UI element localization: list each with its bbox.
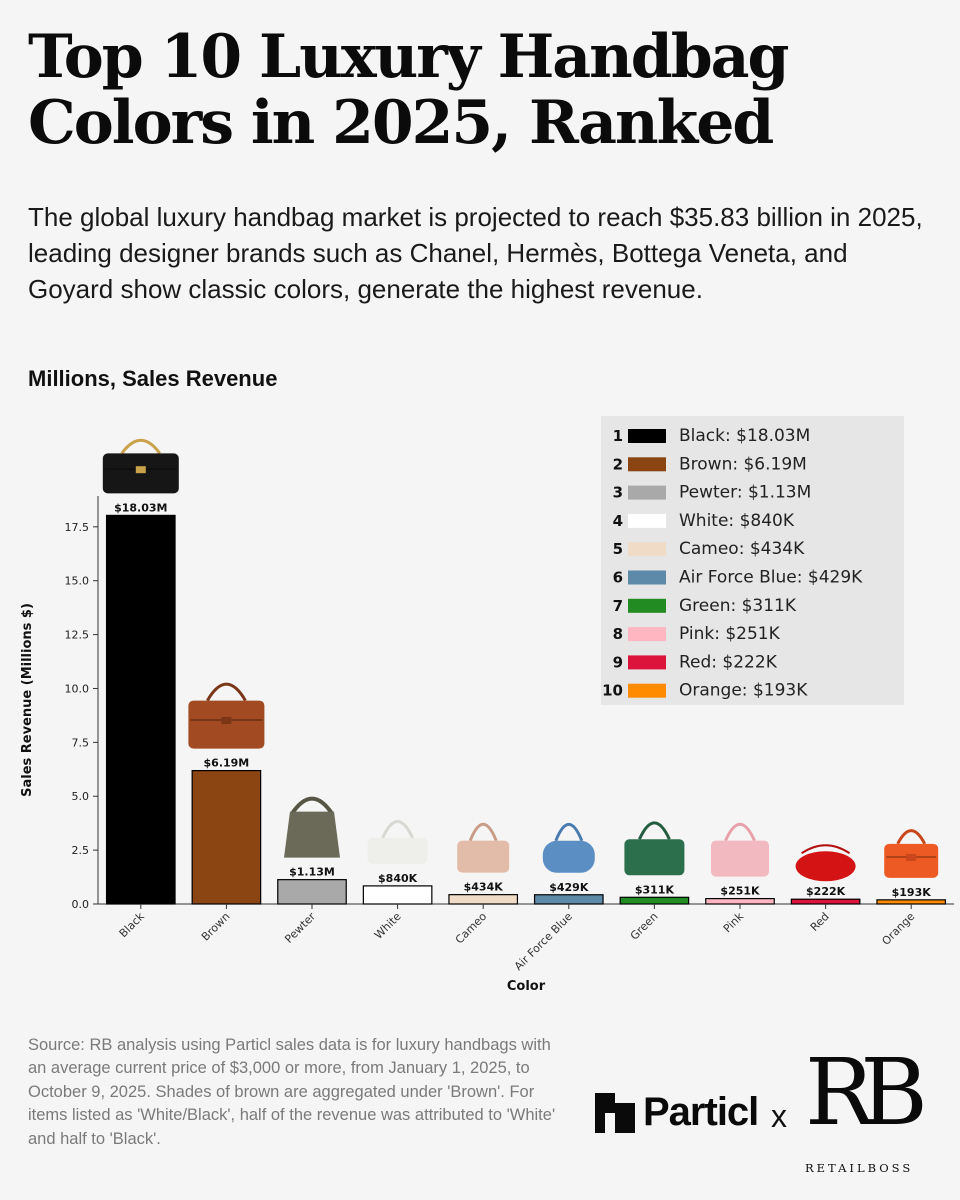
y-tick-label: 7.5	[72, 736, 90, 749]
particl-mark-icon	[595, 1092, 635, 1133]
bar-value-label: $1.13M	[289, 866, 335, 879]
legend-swatch	[628, 598, 666, 613]
legend-label: Air Force Blue: $429K	[679, 568, 863, 588]
pouch-bag-icon	[795, 844, 856, 882]
x-tick-label: Black	[117, 909, 148, 940]
birkin-bag-icon	[188, 682, 265, 749]
legend-rank: 2	[613, 455, 623, 473]
bar-value-label: $193K	[892, 886, 932, 899]
legend-rank: 7	[613, 597, 623, 615]
bar-pink	[705, 897, 775, 905]
legend-rank: 4	[613, 512, 623, 530]
bar-chart: 0.0 2.5 5.0 7.5 10.0 12.5 15.0 17.5 Sales Revenu…	[20, 416, 954, 994]
legend-rank: 9	[613, 653, 623, 671]
bar-black	[105, 514, 176, 905]
legend-label: Brown: $6.19M	[679, 454, 807, 474]
x-tick-label: White	[372, 910, 404, 942]
bar-value-label: $6.19M	[204, 757, 250, 770]
y-tick-label: 5.0	[72, 790, 90, 803]
bar-red	[790, 898, 861, 905]
legend-label: Cameo: $434K	[679, 539, 805, 559]
x-tick-label: Pewter	[282, 910, 318, 946]
x-tick-label: Pink	[721, 909, 747, 935]
legend-rank: 10	[602, 682, 623, 700]
legend-swatch	[628, 570, 666, 585]
legend-label: Green: $311K	[679, 596, 797, 616]
legend-swatch	[628, 627, 666, 642]
bar-brown	[191, 769, 262, 905]
legend-label: Black: $18.03M	[679, 426, 810, 446]
bar-value-label: $311K	[635, 883, 675, 896]
legend-swatch	[628, 429, 666, 443]
quilted-flap-bag-icon	[102, 438, 179, 494]
particl-logo: Particl	[595, 1090, 759, 1135]
y-tick-label: 17.5	[65, 521, 90, 534]
section-label: Millions, Sales Revenue	[28, 366, 278, 391]
baguette-bag-icon	[367, 820, 428, 864]
knot-bag-icon	[542, 822, 595, 873]
rb-monogram: RB	[805, 1039, 928, 1146]
constance-bag-icon	[884, 829, 939, 878]
y-tick-label: 12.5	[65, 629, 90, 642]
x-tick-label: Air Force Blue	[512, 910, 575, 973]
x-tick-label: Cameo	[453, 910, 490, 947]
legend-label: Pink: $251K	[679, 624, 781, 644]
mcm-tote-icon	[711, 822, 769, 877]
bar-value-label: $840K	[378, 872, 418, 885]
y-axis-label: Sales Revenue (Millions $)	[20, 603, 35, 797]
tote-bag-icon	[457, 822, 510, 873]
legend-swatch	[628, 485, 666, 500]
retailboss-logo: RB RETAILBOSS	[805, 1039, 945, 1175]
particl-wordmark: Particl	[643, 1090, 759, 1134]
legend-swatch	[628, 513, 666, 528]
bar-white	[362, 885, 433, 905]
legend-label: Pewter: $1.13M	[679, 483, 811, 503]
bar-cameo	[448, 894, 519, 905]
x-tick-label: Orange	[879, 910, 917, 948]
y-tick-label: 15.0	[65, 575, 90, 588]
x-tick-label: Red	[808, 910, 832, 934]
bar-value-label: $429K	[549, 881, 589, 894]
hobo-bag-icon	[284, 796, 340, 858]
legend-label: Red: $222K	[679, 652, 778, 672]
legend-label: Orange: $193K	[679, 681, 808, 701]
legend-rank: 1	[613, 427, 623, 445]
legend-swatch	[628, 542, 666, 557]
y-tick-label: 2.5	[72, 844, 90, 857]
bar-value-label: $434K	[464, 881, 504, 894]
x-tick-label: Brown	[199, 910, 233, 944]
x-tick-label: Green	[628, 910, 661, 943]
x-axis-label: Color	[507, 979, 546, 994]
rb-wordmark: RETAILBOSS	[805, 1161, 914, 1175]
bar-value-label: $18.03M	[114, 501, 167, 514]
source-note: Source: RB analysis using Particl sales …	[28, 1036, 556, 1148]
bar-value-label: $222K	[806, 885, 846, 898]
legend-rank: 6	[613, 569, 623, 587]
legend-rank: 8	[613, 625, 623, 643]
legend-swatch	[628, 683, 666, 698]
y-tick-label: 10.0	[65, 682, 90, 695]
bar-pewter	[277, 879, 347, 905]
legend-rank: 5	[613, 540, 623, 558]
legend-rank: 3	[613, 484, 623, 502]
bar-green	[619, 896, 690, 905]
y-tick-label: 0.0	[72, 898, 90, 911]
bar-air-force-blue	[533, 894, 604, 905]
page-subtitle: The global luxury handbag market is proj…	[28, 202, 923, 304]
legend-swatch	[628, 457, 666, 472]
bar-orange	[876, 899, 947, 905]
page-title: Top 10 Luxury Handbag Colors in 2025, Ra…	[28, 22, 790, 158]
legend-label: White: $840K	[679, 511, 795, 531]
collab-separator: x	[771, 1098, 787, 1134]
bar-value-label: $251K	[720, 885, 760, 898]
legend-swatch	[628, 655, 666, 670]
goyard-tote-icon	[624, 821, 685, 876]
